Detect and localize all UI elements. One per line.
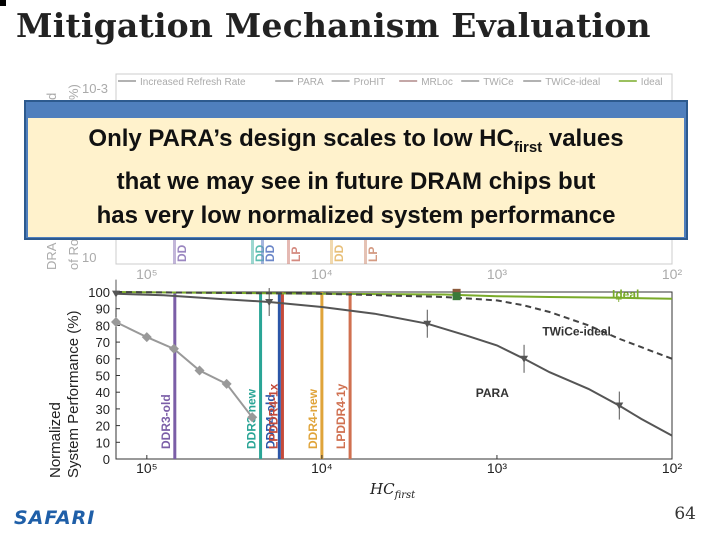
top-legend: Increased Refresh Rate PARA ProHIT MRLoc TWi… [118, 77, 662, 88]
top-y-label-frag2: %) [66, 84, 81, 100]
overlay-line-2: that we may see in future DRAM chips but [116, 167, 596, 195]
legend-label: TWiCe-ideal [545, 77, 600, 88]
x-tick-label: 10² [662, 460, 683, 476]
dram-type-label: DDR3-old [159, 394, 173, 449]
top-partial-line [261, 240, 264, 264]
top-partial-line [287, 240, 290, 264]
top-y-tick-bottom: 10 [82, 250, 96, 265]
data-point [247, 412, 258, 423]
safari-logo: SAFARI [14, 507, 96, 529]
dram-type-label: DDR4-old [263, 394, 277, 449]
page-number: 64 [674, 504, 696, 524]
top-x-tick-label: 10⁴ [311, 266, 333, 282]
slide-title: Mitigation Mechanism Evaluation [16, 6, 651, 45]
top-x-tick-label: 10⁵ [136, 266, 157, 282]
top-y-label-2: of Ro [66, 239, 81, 270]
overlay-line-1: Only PARA’s design scales to low HCfirst… [28, 122, 684, 165]
data-point [111, 317, 121, 328]
data-point: + [615, 292, 622, 306]
y-tick-label: 30 [96, 402, 110, 417]
overlay-line-1-sub: first [513, 138, 543, 156]
overlay-line-1-pre: Only PARA’s design scales to low HC [88, 125, 514, 152]
top-y-label-frag: d [44, 93, 59, 100]
legend-label: Ideal [641, 77, 663, 88]
y-axis-label-1: Normalized [47, 402, 64, 478]
dram-type-line [259, 292, 263, 459]
top-partial-line [364, 240, 367, 264]
legend-label: Increased Refresh Rate [140, 77, 246, 88]
overlay-line-1-post: values [542, 125, 624, 152]
top-partial-label: LP [289, 247, 303, 262]
y-tick-label: 100 [88, 285, 110, 300]
top-x-ticks: 10⁵ 10⁴ 10³ 10² [136, 266, 682, 282]
y-tick-label: 10 [96, 435, 110, 450]
series-line [115, 321, 253, 418]
y-tick-label: 0 [103, 452, 110, 467]
series-name-label: Ideal [612, 288, 639, 302]
top-partial-label: DD [263, 244, 277, 262]
dram-type-label: LPDDR4-1y [334, 383, 348, 449]
dram-type-line [173, 292, 177, 459]
y-tick-label: 40 [96, 385, 110, 400]
series-name-label: PARA [476, 386, 509, 400]
top-y-tick-top: 10-3 [82, 81, 108, 96]
x-axis-label-sub: first [394, 490, 416, 501]
top-partial-line [251, 240, 254, 264]
y-tick-label: 50 [96, 369, 110, 384]
legend-label: PARA [297, 77, 324, 88]
overlay-line-3: has very low normalized system performan… [96, 201, 616, 229]
overlay-message: Only PARA’s design scales to low HCfirst… [28, 118, 684, 237]
top-partial-label: DD [332, 244, 346, 262]
x-axis-label: HCfirst [370, 480, 415, 501]
series-line [115, 291, 673, 360]
plot-frame [115, 291, 673, 460]
dram-type-line [280, 292, 284, 459]
top-partial-line [173, 240, 176, 264]
y-tick-label: 80 [96, 318, 110, 333]
x-axis-label-main: HC [370, 480, 395, 498]
top-x-tick-label: 10³ [487, 266, 508, 282]
y-tick-label: 20 [96, 419, 110, 434]
vertical-lines: DDR3-oldDDR3-newDDR4-oldLPDDR4-1xDDR4-ne… [159, 292, 352, 459]
top-x-tick-label: 10² [662, 266, 683, 282]
x-tick-label: 10⁵ [136, 460, 157, 476]
data-point [168, 343, 179, 354]
top-partial-label: DD [175, 244, 189, 262]
dram-type-line [348, 292, 352, 459]
grid [115, 291, 673, 460]
dram-type-label: DDR4-new [306, 388, 320, 449]
corner-mark [0, 0, 6, 6]
series-labels: Ideal TWiCe-ideal PARA [476, 288, 640, 401]
data-point [194, 365, 205, 376]
legend-label: TWiCe [483, 77, 514, 88]
y-tick-label: 90 [96, 302, 110, 317]
legend-label: ProHIT [354, 77, 386, 88]
y-tick-label: 60 [96, 352, 110, 367]
legend-label: MRLoc [421, 77, 453, 88]
dram-type-label: LPDDR4-1x [266, 383, 280, 449]
series-line [115, 292, 673, 437]
dram-type-line [320, 292, 324, 459]
top-partial-line [330, 240, 333, 264]
top-partial-label: LP [366, 247, 380, 262]
series-group: + [111, 279, 673, 437]
x-ticks: 10⁵ 10⁴ 10³ 10² [136, 455, 682, 476]
series-name-label: TWiCe-ideal [542, 324, 611, 338]
x-tick-label: 10³ [487, 460, 508, 476]
x-tick-label: 10⁴ [311, 460, 333, 476]
top-y-label-1: DRA [44, 242, 59, 270]
data-point [452, 292, 461, 301]
y-axis-label-2: System Performance (%) [65, 310, 82, 478]
y-tick-label: 70 [96, 335, 110, 350]
dram-type-line [277, 292, 281, 459]
data-point [141, 332, 152, 343]
data-point [221, 378, 232, 389]
